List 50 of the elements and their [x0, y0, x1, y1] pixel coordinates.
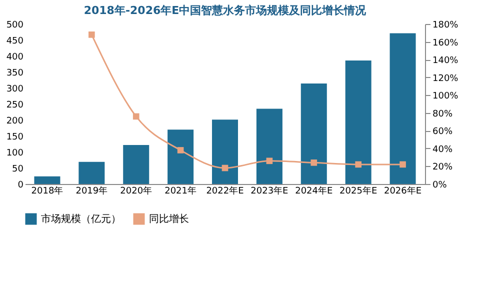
y2-tick-label: 100% [432, 92, 459, 102]
legend-label: 市场规模（亿元） [41, 213, 121, 225]
x-tick-label: 2025年E [340, 186, 378, 196]
bar [345, 60, 372, 184]
y-tick-label: 100 [6, 148, 24, 158]
y-tick-label: 250 [6, 100, 24, 110]
y-tick-label: 150 [6, 132, 24, 142]
x-tick-label: 2020年 [120, 186, 152, 196]
bar [78, 162, 105, 184]
legend-label: 同比增长 [149, 213, 189, 225]
bar [34, 176, 60, 184]
point [132, 113, 140, 120]
y-tick-label: 300 [6, 84, 24, 94]
x-tick-label: 2021年 [164, 186, 197, 196]
point [310, 160, 318, 166]
bar [123, 144, 150, 184]
y2-tick-label: 140% [432, 56, 459, 66]
y-tick-label: 0 [18, 180, 24, 190]
chart-title: 2018年-2026年E中国智慧水务市场规模及同比增长情况 [84, 4, 368, 17]
x-tick-label: 2019年 [76, 186, 108, 196]
x-tick-label: 2022年E [206, 186, 244, 196]
y-tick-label: 500 [6, 20, 24, 30]
y-tick-label: 400 [6, 52, 24, 62]
bar [212, 120, 238, 184]
y-tick-label: 50 [12, 164, 24, 174]
y-tick-label: 350 [6, 68, 24, 78]
point [177, 147, 184, 154]
bar [168, 130, 194, 184]
point [88, 32, 95, 38]
y2-tick-label: 40% [432, 144, 453, 155]
point [222, 164, 228, 172]
y2-tick-label: 120% [432, 74, 459, 84]
point [266, 158, 273, 164]
y2-tick-label: 20% [432, 162, 453, 173]
y2-tick-label: 160% [432, 38, 459, 48]
y-tick-label: 200 [6, 116, 24, 126]
y2-tick-label: 60% [432, 127, 453, 138]
bar [256, 108, 282, 184]
y-tick-label: 450 [6, 36, 24, 46]
bar [390, 33, 416, 184]
x-tick-label: 2026年E [384, 186, 422, 196]
y2-tick-label: 0% [432, 180, 448, 190]
point [400, 161, 406, 168]
x-tick-label: 2018年 [31, 186, 64, 196]
x-tick-label: 2023年E [250, 186, 289, 196]
x-tick-label: 2024年E [295, 186, 333, 196]
y2-tick-label: 180% [432, 20, 459, 30]
y2-tick-label: 80% [432, 109, 453, 120]
bar [300, 84, 327, 184]
point [355, 161, 362, 168]
